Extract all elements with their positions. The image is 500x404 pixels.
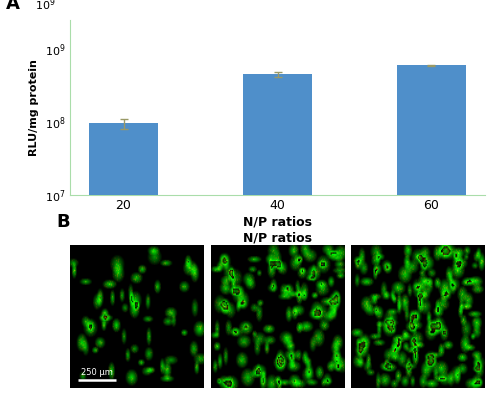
Title: N/P ratios: N/P ratios — [243, 231, 312, 244]
X-axis label: N/P ratios: N/P ratios — [243, 215, 312, 228]
Bar — [89, 124, 158, 404]
Bar — [397, 65, 466, 404]
Bar — [243, 74, 312, 404]
Text: 250 μm: 250 μm — [82, 368, 113, 377]
Y-axis label: RLU/mg protein: RLU/mg protein — [29, 59, 39, 156]
Text: B: B — [56, 213, 70, 231]
Text: A: A — [6, 0, 20, 13]
Text: $10^9$: $10^9$ — [34, 0, 56, 13]
